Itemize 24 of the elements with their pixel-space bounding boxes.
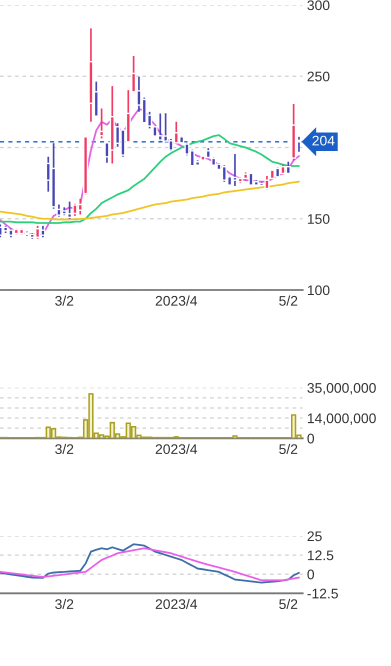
x-tick-label: 3/2 [55,598,74,610]
x-tick-label: 3/2 [55,296,74,306]
candlestick [99,108,104,140]
line-series [0,180,300,220]
y-tick-label: 12.5 [308,550,334,560]
line-series [0,134,300,224]
x-tick-label: 2023/4 [156,296,198,306]
y-tick-label: 35,000,000 [307,383,376,395]
y-tick-label: 0 [307,570,314,580]
y-tick-label: 0 [307,434,314,444]
y-tick-label: -12.5 [307,588,338,598]
x-tick-label: 2023/4 [156,444,198,454]
y-tick-label: 250 [308,72,330,82]
y-tick-label: 25 [308,531,322,542]
x-tick-label: 2023/4 [156,598,198,610]
y-tick-label: 100 [308,285,330,296]
x-tick-label: 5/2 [279,598,298,610]
x-tick-label: 5/2 [279,444,298,454]
y-tick-label: 150 [308,214,330,224]
x-tick-label: 3/2 [55,444,74,454]
ref-line-label: 204 [312,136,335,146]
y-tick-label: 300 [307,0,330,10]
y-tick-label: 14,000,000 [308,413,376,425]
x-tick-label: 5/2 [279,296,298,306]
